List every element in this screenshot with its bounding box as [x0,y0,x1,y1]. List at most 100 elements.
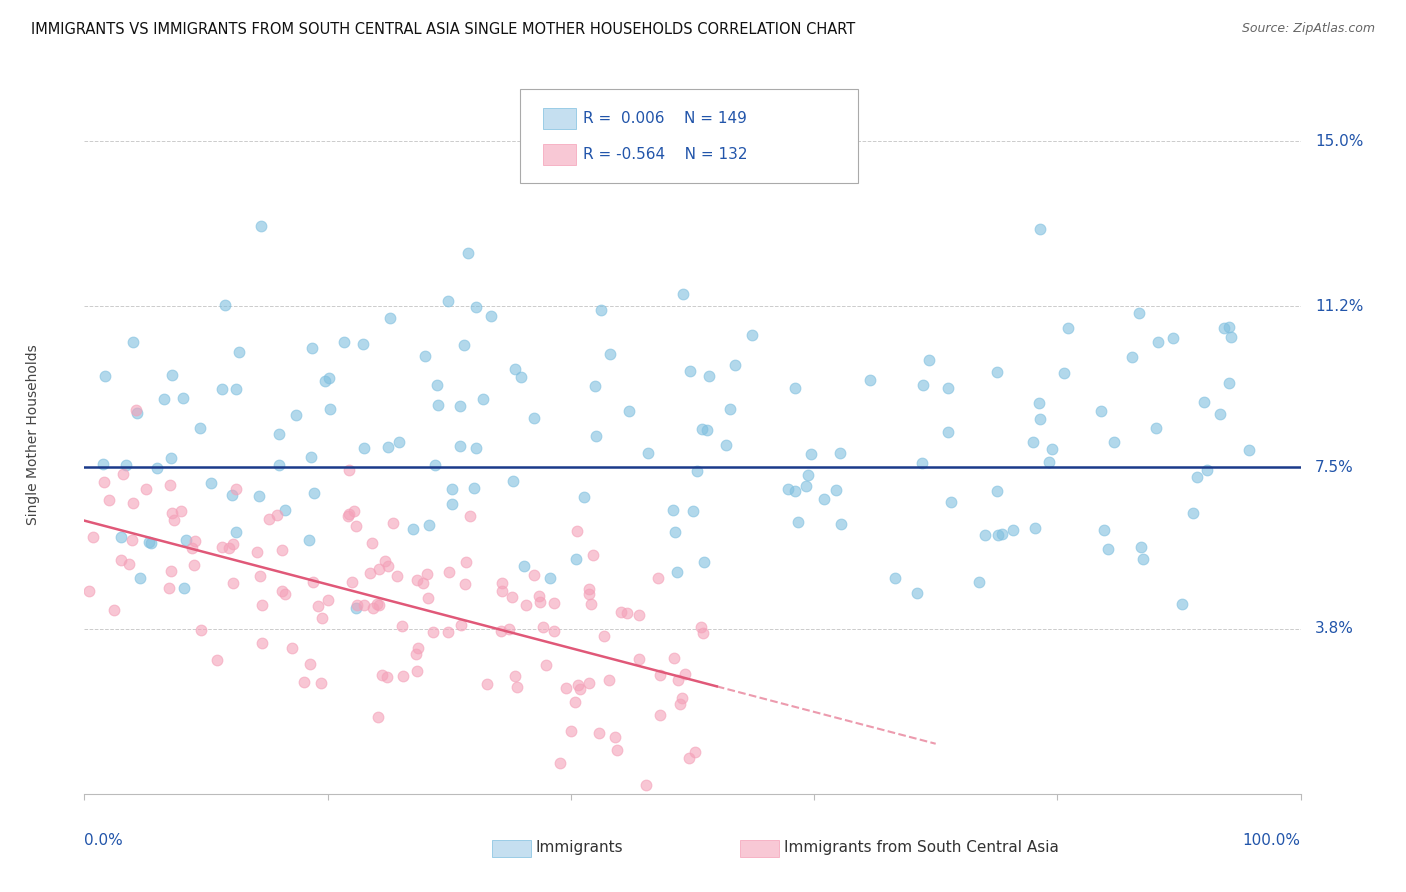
Point [690,422,713,436]
Point [859,373,882,387]
Point [218,541,240,555]
Point [128,571,150,585]
Point [800,447,823,461]
Point [578,587,600,601]
Point [589,302,612,317]
Point [778,482,800,496]
Point [309,676,332,690]
Point [1195,463,1218,477]
Point [405,647,427,661]
Point [271,583,294,598]
Point [498,622,520,636]
Point [588,726,610,740]
Point [160,564,183,578]
Point [696,423,718,437]
Point [794,478,817,492]
Point [344,601,367,615]
Point [139,536,162,550]
Point [669,697,692,711]
Point [529,595,551,609]
Point [690,620,713,634]
Point [666,566,689,580]
Point [93,475,115,489]
Point [450,617,472,632]
Point [1057,320,1080,334]
Point [222,576,245,591]
Point [333,334,356,349]
Point [628,652,651,666]
Point [342,574,364,589]
Point [491,584,513,599]
Point [1237,442,1260,457]
Point [678,751,700,765]
Point [214,297,236,311]
Point [422,625,444,640]
Point [1002,524,1025,538]
Point [412,575,434,590]
Point [506,680,529,694]
Text: 100.0%: 100.0% [1243,833,1301,848]
Point [118,557,141,571]
Point [578,675,600,690]
Point [190,624,212,638]
Point [382,516,405,531]
Point [454,555,477,569]
Point [647,571,669,585]
Point [581,597,603,611]
Point [501,590,523,604]
Point [250,219,273,234]
Point [668,673,690,688]
Point [169,503,191,517]
Point [122,334,145,349]
Point [1029,412,1052,426]
Point [527,590,550,604]
Point [510,370,533,384]
Point [439,565,461,579]
Point [380,311,402,326]
Point [634,778,657,792]
Point [342,504,364,518]
Point [606,743,628,757]
Point [662,651,685,665]
Point [138,534,160,549]
Point [457,245,479,260]
Point [249,569,271,583]
Point [939,495,962,509]
Point [449,399,471,413]
Point [616,607,638,621]
Point [103,603,125,617]
Point [121,533,143,548]
Point [413,349,436,363]
Point [1220,330,1243,344]
Point [211,540,233,554]
Point [418,517,440,532]
Point [564,552,586,566]
Point [426,398,449,412]
Point [454,577,477,591]
Point [555,681,578,695]
Point [437,624,460,639]
FancyBboxPatch shape [492,840,530,857]
Point [98,493,121,508]
Text: Immigrants: Immigrants [536,840,623,855]
Point [583,379,606,393]
Point [246,545,269,559]
Point [153,392,176,407]
Point [523,568,546,582]
Point [686,464,709,478]
Point [391,619,413,633]
Point [221,488,243,502]
Point [346,598,368,612]
Point [567,678,589,692]
Point [617,404,640,418]
Point [716,438,738,452]
Point [1194,394,1216,409]
Point [367,710,389,724]
Point [266,508,288,523]
Point [162,368,184,382]
Point [568,682,591,697]
Point [423,458,446,472]
Point [610,606,633,620]
Point [405,573,427,587]
Point [402,522,425,536]
